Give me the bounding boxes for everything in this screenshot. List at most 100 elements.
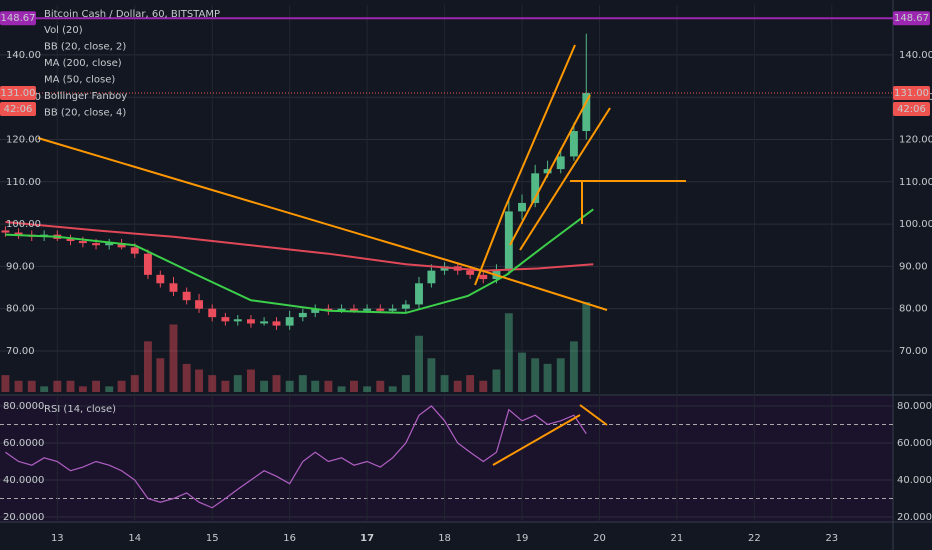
candle-body	[298, 312, 307, 318]
candle-body	[504, 211, 513, 271]
candle-body	[1, 230, 10, 233]
y-tick-label: 90.00	[899, 261, 928, 272]
candle-body	[66, 238, 75, 242]
moving-average	[5, 208, 594, 314]
y-tick-label: 70.00	[899, 346, 928, 357]
volume-bar	[53, 380, 62, 392]
volume-bar	[427, 358, 436, 392]
x-tick-label: 16	[283, 533, 296, 544]
candle-body	[169, 283, 178, 292]
x-tick-label: 17	[360, 533, 374, 544]
candle-body	[363, 308, 372, 311]
volume-bar	[337, 386, 346, 392]
candle-body	[117, 243, 126, 248]
y-tick-label: 80.00	[899, 304, 928, 315]
candle-body	[518, 202, 526, 212]
trend-line	[37, 137, 481, 271]
volume-bar	[195, 369, 203, 392]
volume-bar	[324, 380, 333, 392]
trend-line	[504, 44, 576, 209]
volume-bar	[479, 380, 488, 392]
x-tick-label: 22	[748, 533, 761, 544]
y-tick-label: 80.0000	[897, 401, 932, 412]
volume-bar	[66, 380, 75, 392]
y-tick-label: 80.0000	[3, 401, 44, 412]
y-tick-label: 40.0000	[897, 475, 932, 486]
volume-bar	[388, 386, 397, 392]
volume-bar	[582, 302, 591, 392]
candle-body	[195, 300, 203, 309]
candle-body	[479, 274, 488, 280]
volume-bar	[78, 386, 87, 392]
y-tick-label: 70.00	[6, 346, 35, 357]
volume-bar	[130, 375, 139, 392]
candle-body	[260, 321, 269, 324]
countdown-box	[0, 101, 36, 116]
volume-bar	[556, 358, 565, 392]
y-tick-label: 90.00	[6, 261, 35, 272]
volume-bar	[543, 363, 552, 392]
volume-bar	[311, 380, 320, 392]
y-tick-label: 60.0000	[3, 438, 44, 449]
volume-bar	[531, 358, 540, 392]
volume-bar	[182, 363, 191, 392]
price-label: 131.00	[894, 88, 929, 99]
y-tick-label: 120.00	[899, 134, 932, 145]
y-tick-label: 20.0000	[3, 512, 44, 523]
candle-body	[14, 232, 23, 235]
candle-body	[427, 270, 436, 284]
candle-body	[466, 270, 475, 275]
rsi-line	[5, 405, 587, 509]
candle-body	[208, 308, 217, 318]
volume-bar	[453, 380, 462, 392]
candle-body	[143, 253, 152, 275]
x-tick-label: 21	[671, 533, 684, 544]
x-tick-label: 23	[825, 533, 838, 544]
volume-bar	[440, 375, 449, 392]
moving-average	[5, 220, 594, 272]
candle-body	[349, 308, 358, 311]
y-tick-label: 120.00	[6, 134, 41, 145]
candle-body	[543, 169, 552, 174]
indicator-label: Vol (20)	[44, 25, 83, 36]
volume-bar	[246, 369, 255, 392]
volume-bar	[569, 341, 578, 392]
price-label: 148.67	[894, 13, 929, 24]
candle-body	[92, 243, 100, 246]
candle-body	[440, 266, 449, 271]
y-tick-label: 110.00	[899, 177, 932, 188]
chart-title: Bitcoin Cash / Dollar, 60, BITSTAMP	[44, 9, 220, 20]
candle-body	[78, 241, 87, 244]
y-tick-label: 100.00	[899, 219, 932, 230]
volume-bar	[14, 380, 23, 392]
y-tick-label: 100.00	[6, 219, 41, 230]
candle-body	[337, 308, 346, 311]
rsi-pane	[0, 396, 893, 522]
volume-bar	[349, 380, 358, 392]
x-tick-label: 14	[128, 533, 141, 544]
volume-bar	[285, 380, 294, 392]
volume-bar	[376, 380, 385, 392]
rsi-title: RSI (14, close)	[44, 404, 116, 415]
countdown: 42:06	[4, 104, 33, 115]
volume-bar	[272, 375, 281, 392]
volume-bar	[298, 375, 307, 392]
volume-bar	[415, 335, 423, 392]
x-tick-label: 20	[593, 533, 606, 544]
candle-body	[556, 156, 565, 170]
x-tick-label: 19	[516, 533, 529, 544]
y-tick-label: 40.0000	[3, 475, 44, 486]
indicator-label: Bollinger Fanboy	[44, 91, 127, 102]
y-tick-label: 140.00	[899, 50, 932, 61]
candle-body	[415, 283, 423, 305]
indicator-label: MA (200, close)	[44, 58, 122, 69]
trend-line	[579, 404, 608, 426]
y-tick-label: 20.0000	[897, 512, 932, 523]
volume-bar	[401, 375, 410, 392]
trend-lines	[37, 44, 686, 466]
plot	[0, 5, 893, 522]
volume-bar	[492, 369, 501, 392]
x-tick-label: 13	[51, 533, 64, 544]
candle-body	[582, 92, 591, 132]
